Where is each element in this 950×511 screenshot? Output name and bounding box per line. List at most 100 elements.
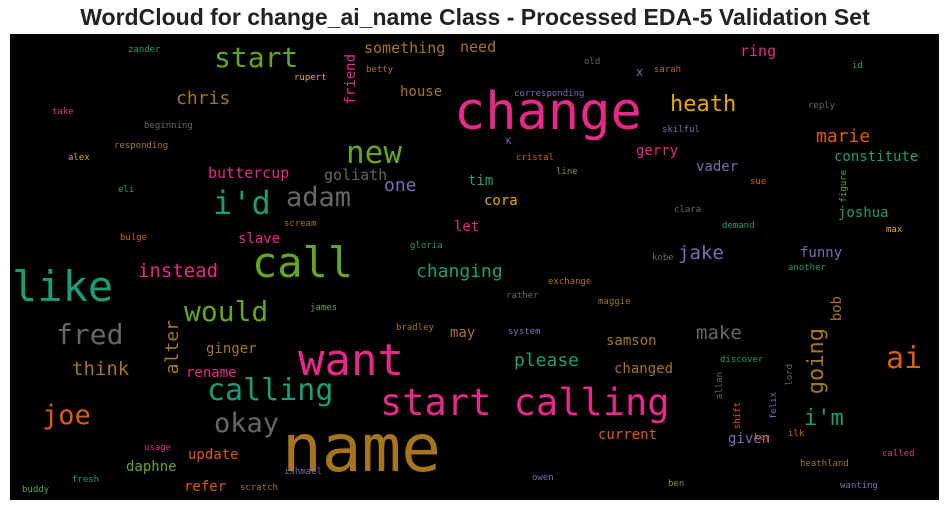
word-new: new <box>346 135 402 171</box>
word-rupert: rupert <box>294 73 327 83</box>
word-goliath: goliath <box>324 166 388 184</box>
word-buttercup: buttercup <box>208 164 290 182</box>
word-ginger: ginger <box>206 341 257 357</box>
word-please: please <box>514 350 580 371</box>
word-calling: calling <box>207 373 334 408</box>
word-rename: rename <box>186 365 237 381</box>
word-changed: changed <box>614 361 674 377</box>
word-house: house <box>400 84 443 100</box>
word-kobe: kobe <box>652 253 674 263</box>
word-one: one <box>384 175 417 196</box>
word-eli: eli <box>118 185 135 195</box>
word-daphne: daphne <box>126 459 177 475</box>
word-called: called <box>882 449 915 459</box>
word-cristal: cristal <box>516 153 554 163</box>
word-ilk: ilk <box>788 429 805 439</box>
word-responding: responding <box>114 141 169 151</box>
word-ben: ben <box>668 479 685 489</box>
word-want: want <box>298 335 404 386</box>
word-line: line <box>556 167 578 177</box>
word-make: make <box>696 322 742 344</box>
word-james: james <box>310 303 338 313</box>
word-slave: slave <box>238 231 281 247</box>
word-joshua: joshua <box>838 205 889 221</box>
word-alex: alex <box>68 153 90 163</box>
word-key: key <box>754 433 771 443</box>
word-bob: bob <box>829 296 845 322</box>
word-discover: discover <box>720 355 764 365</box>
word-maggie: maggie <box>598 297 631 307</box>
word-skilful: skilful <box>662 125 700 135</box>
word-i-m: i'm <box>804 406 844 431</box>
chart-title: WordCloud for change_ai_name Class - Pro… <box>80 4 870 30</box>
word-fred: fred <box>56 318 124 351</box>
word-chris: chris <box>176 88 231 109</box>
word-figure: figure <box>839 170 849 203</box>
word-lord: lord <box>785 364 795 386</box>
word-owen: owen <box>532 473 554 483</box>
word-current: current <box>598 427 658 443</box>
word-like: like <box>12 262 114 311</box>
word-x: x <box>636 65 644 79</box>
word-friend: friend <box>343 54 359 105</box>
word-bulge: bulge <box>120 233 148 243</box>
word-joe: joe <box>42 400 91 431</box>
word-corresponding: corresponding <box>514 89 585 99</box>
word-given: given <box>728 431 771 447</box>
word-allan: allan <box>715 372 725 400</box>
word-changing: changing <box>416 261 503 282</box>
word-alter: alter <box>162 320 183 375</box>
word-fresh: fresh <box>72 475 100 485</box>
word-rather: rather <box>506 291 539 301</box>
word-another: another <box>788 263 826 273</box>
word-system: system <box>508 327 541 337</box>
word-heathland: heathland <box>800 459 849 469</box>
word-let: let <box>454 219 480 235</box>
word-buddy: buddy <box>22 485 50 495</box>
word-felix: felix <box>769 392 779 420</box>
word-would: would <box>184 295 269 328</box>
word-adam: adam <box>286 182 352 213</box>
word-take: take <box>52 107 74 117</box>
word-demand: demand <box>722 221 755 231</box>
word-sue: sue <box>750 177 767 187</box>
word-ring: ring <box>740 42 777 60</box>
word-instead: instead <box>138 260 219 282</box>
word-change: change <box>454 82 642 142</box>
word-bradley: bradley <box>396 323 434 333</box>
word-tim: tim <box>468 173 494 189</box>
word-scream: scream <box>284 219 317 229</box>
wordcloud-canvas: name change want start calling call like calli… <box>10 34 939 500</box>
word-old: old <box>584 57 601 67</box>
word-max: max <box>886 225 903 235</box>
word-beginning: beginning <box>144 121 193 131</box>
word-reply: reply <box>808 101 836 111</box>
word-call: call <box>252 238 354 287</box>
word-i-d: i'd <box>213 184 271 222</box>
word-start: start <box>214 41 299 74</box>
word-gerry: gerry <box>636 143 679 159</box>
word-wanting: wanting <box>840 481 878 491</box>
word-exchange: exchange <box>548 277 592 287</box>
word-zander: zander <box>128 45 161 55</box>
word-ai: ai <box>886 341 923 376</box>
word-clara: clara <box>674 205 702 215</box>
word-vader: vader <box>696 159 739 175</box>
word-may: may <box>450 325 476 341</box>
word-okay: okay <box>214 408 280 439</box>
word-marie: marie <box>816 126 871 147</box>
word-refer: refer <box>184 479 227 495</box>
word-cora: cora <box>484 193 518 209</box>
word-going: going <box>804 328 829 395</box>
word-something: something <box>364 39 446 57</box>
word-samson: samson <box>606 333 657 349</box>
word-ishmael: ishmael <box>284 467 322 477</box>
word-usage: usage <box>144 443 172 453</box>
word-name: name <box>282 410 441 487</box>
word-heath: heath <box>670 92 737 117</box>
word-jake: jake <box>678 242 724 264</box>
word-think: think <box>72 358 130 380</box>
word-shift: shift <box>733 402 743 430</box>
word-sarah: sarah <box>654 65 682 75</box>
word-gloria: gloria <box>410 241 443 251</box>
